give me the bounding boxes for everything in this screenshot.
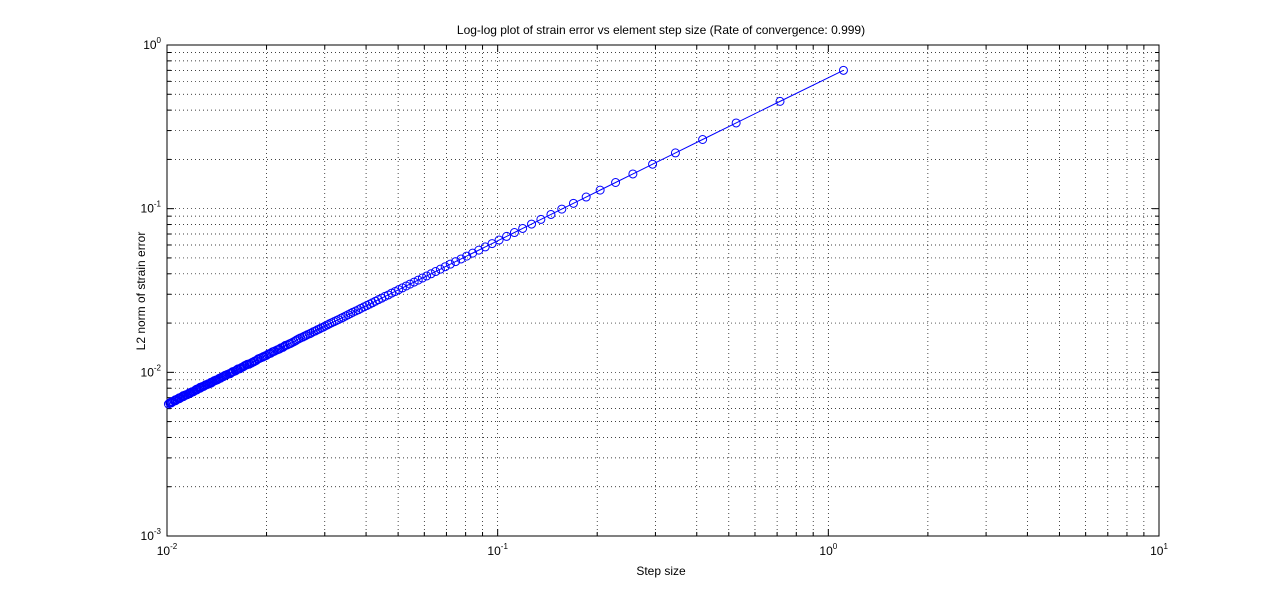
data-point-marker <box>838 65 848 75</box>
data-point-marker <box>628 169 638 179</box>
y-tick-label: 100 <box>143 36 161 52</box>
data-point-marker <box>299 331 309 341</box>
data-point-marker <box>698 135 708 144</box>
y-tick-label: 10-1 <box>141 200 162 216</box>
data-point-marker <box>445 259 455 269</box>
x-tick-label: 10-2 <box>157 542 178 558</box>
data-point-marker <box>343 310 353 320</box>
data-point-marker <box>581 192 591 202</box>
data-point-marker <box>468 248 478 258</box>
data-point-marker <box>431 267 441 277</box>
data-point-marker <box>502 231 512 241</box>
x-tick-label: 100 <box>819 542 837 558</box>
x-tick-labels: 10-2 10-1 100 101 <box>157 542 1169 558</box>
data-point-marker <box>356 303 366 313</box>
x-tick-label: 10-1 <box>487 542 508 558</box>
data-point-marker <box>557 204 567 214</box>
data-point-marker <box>494 235 504 245</box>
data-point-marker <box>409 277 419 287</box>
data-point-marker <box>341 311 351 321</box>
data-point-marker <box>670 148 680 158</box>
y-tick-label: 10-3 <box>141 527 162 543</box>
plot-frame <box>166 44 1160 537</box>
data-point-marker <box>435 264 445 274</box>
data-point-marker <box>165 398 175 408</box>
plot-area <box>163 44 1160 537</box>
y-tick-labels: 10-3 10-2 10-1 100 <box>141 36 162 543</box>
x-axis-label: Step size <box>636 564 686 578</box>
data-point-marker <box>518 223 528 233</box>
data-point-marker <box>417 273 427 283</box>
data-point-marker <box>568 198 578 208</box>
data-point-marker <box>440 262 450 272</box>
data-point-marker <box>775 96 785 106</box>
data-point-marker <box>536 214 546 224</box>
data-point-marker <box>595 185 605 195</box>
data-point-marker <box>346 308 356 318</box>
data-point-marker <box>426 269 436 279</box>
data-point-marker <box>163 399 173 409</box>
data-point-marker <box>422 271 432 281</box>
data-point-marker <box>648 159 658 169</box>
data-point-marker <box>731 118 741 128</box>
chart-title: Log-log plot of strain error vs element … <box>457 23 865 37</box>
data-point-marker <box>451 257 461 267</box>
data-point-marker <box>413 275 423 285</box>
data-point-marker <box>336 313 346 323</box>
y-tick-label: 10-2 <box>141 363 162 379</box>
data-point-marker <box>509 228 519 238</box>
data-point-marker <box>462 251 472 261</box>
plot-background <box>167 45 1159 536</box>
data-point-marker <box>546 209 556 219</box>
grid-lines <box>167 45 1159 536</box>
data-point-marker <box>611 178 621 187</box>
x-tick-label: 101 <box>1150 542 1168 558</box>
data-point-marker <box>456 254 466 264</box>
series-markers <box>163 65 848 409</box>
data-point-marker <box>527 219 537 229</box>
y-axis-label: L2 norm of strain error <box>134 232 148 351</box>
data-point-marker <box>348 307 358 317</box>
